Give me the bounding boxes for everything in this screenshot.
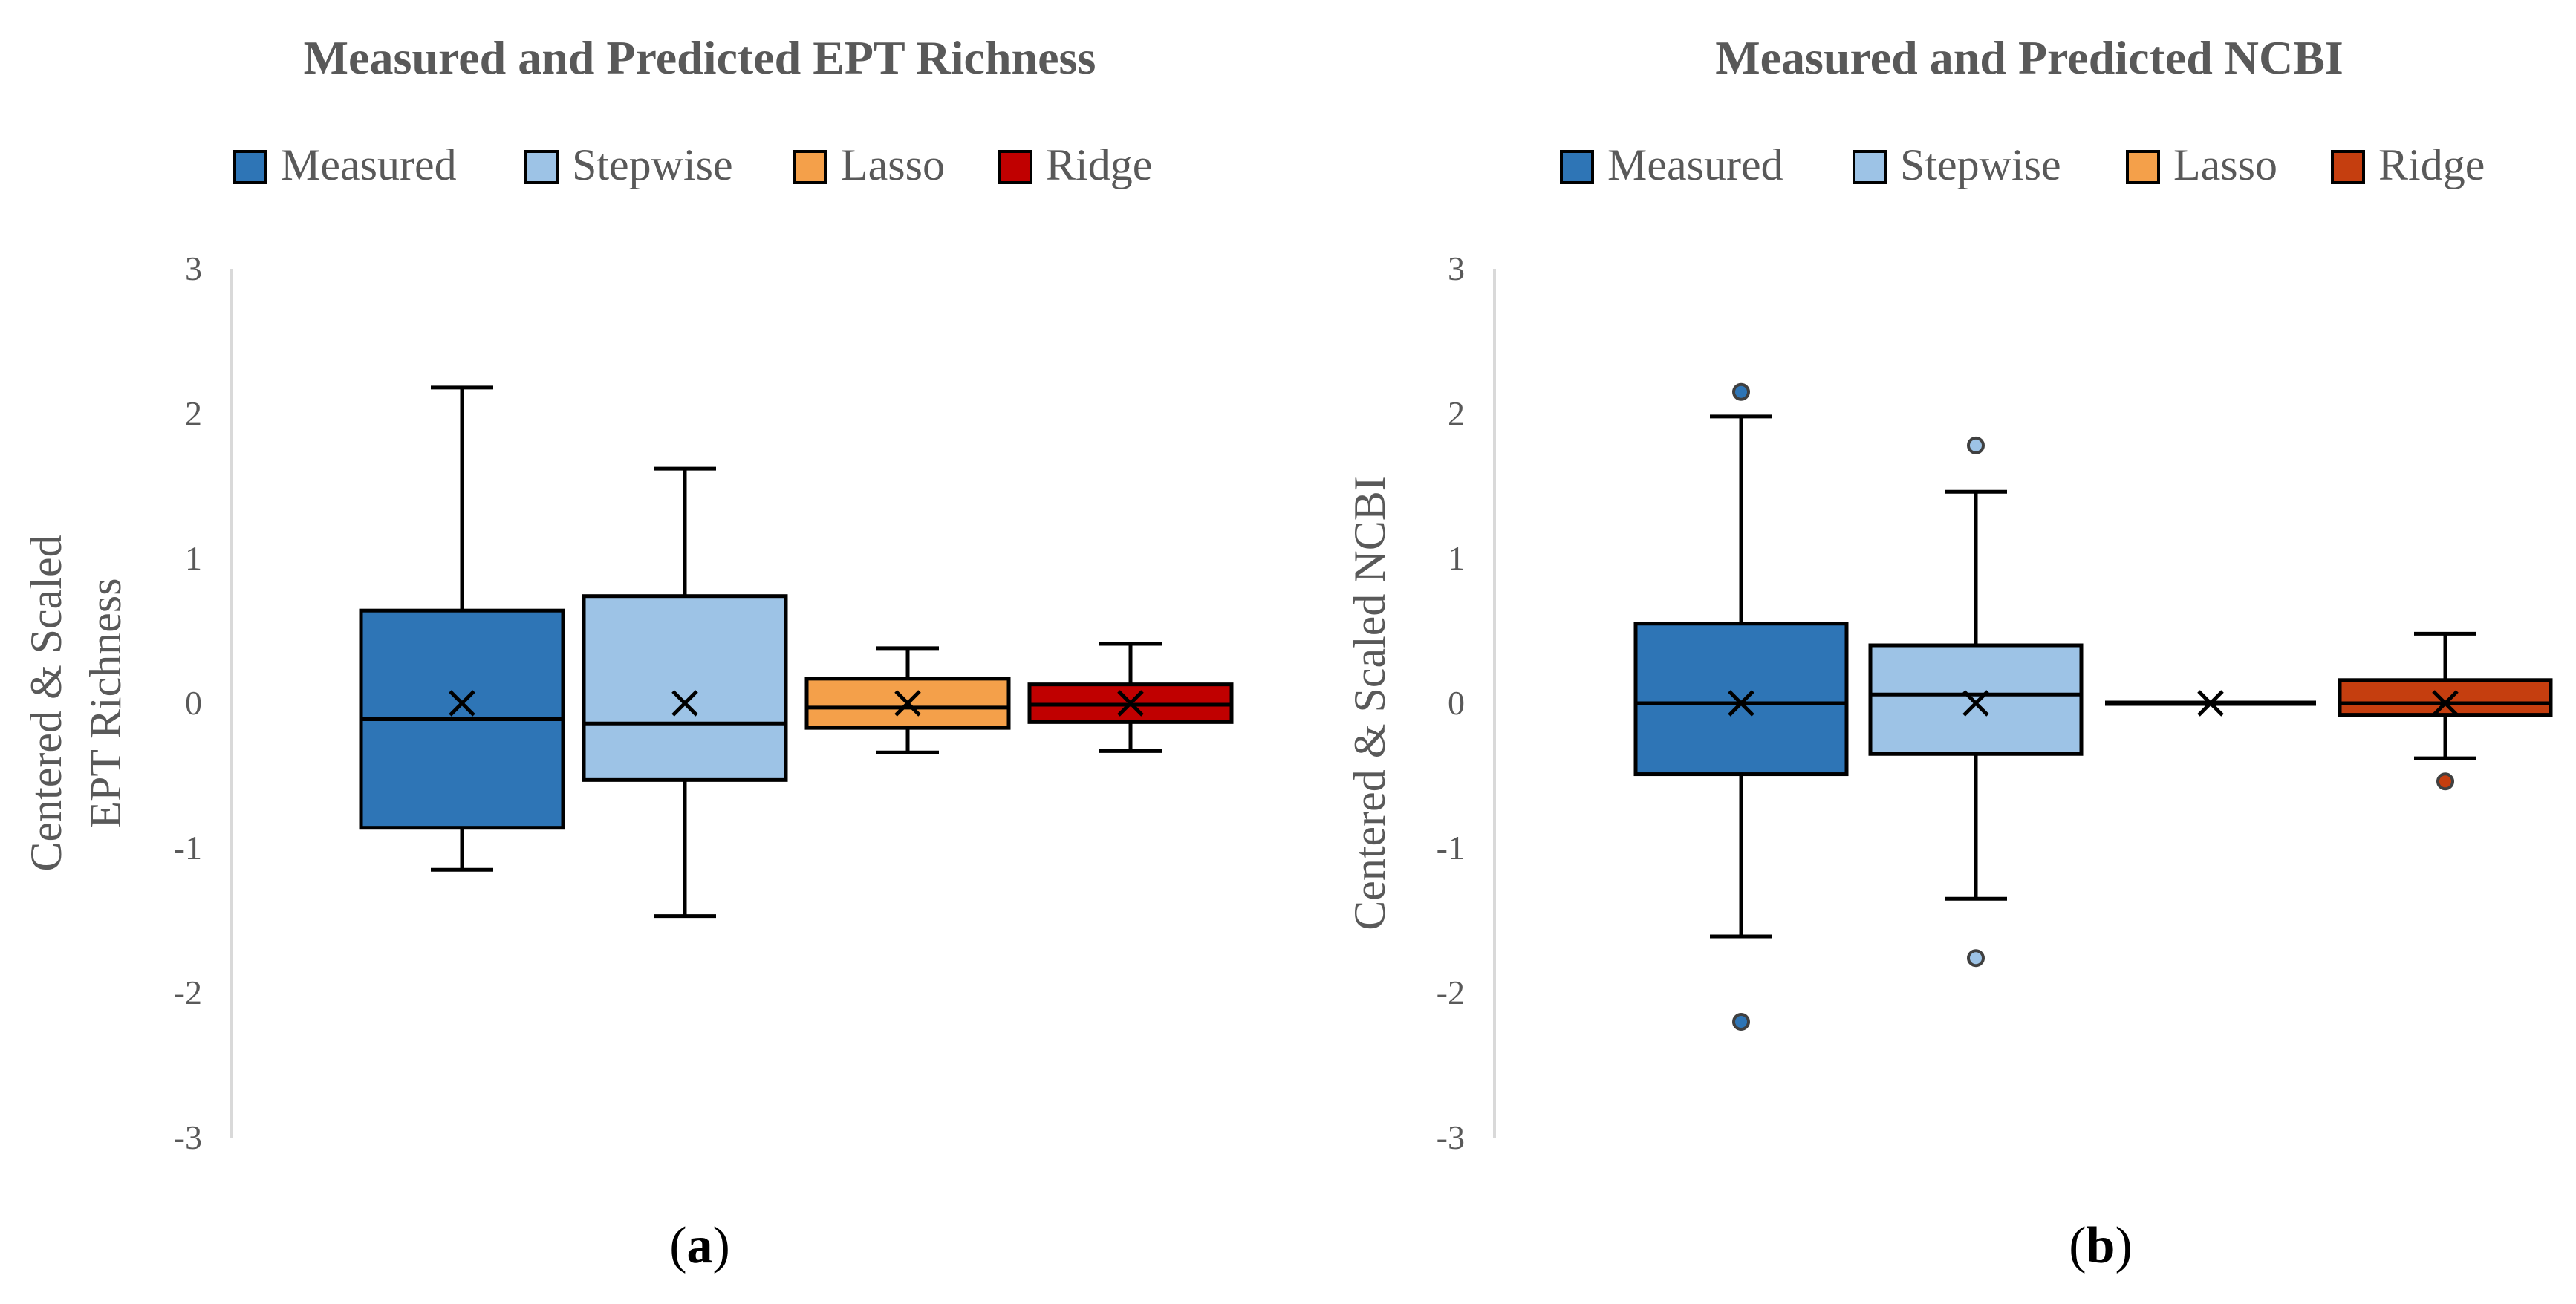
y-tick-label: 3 bbox=[185, 250, 202, 287]
legend-swatch bbox=[793, 150, 827, 184]
y-axis-label-line: EPT Richness bbox=[81, 578, 130, 828]
y-tick-label: 2 bbox=[1448, 394, 1465, 432]
legend-label: Measured bbox=[1607, 140, 1783, 189]
outlier-point bbox=[1967, 949, 1985, 968]
y-tick-label: 1 bbox=[185, 539, 202, 577]
box-iqr bbox=[1868, 643, 2084, 756]
y-tick-label: 3 bbox=[1448, 250, 1465, 287]
legend-label: Ridge bbox=[2378, 140, 2485, 189]
legend-swatch bbox=[2126, 150, 2160, 184]
mean-marker bbox=[449, 690, 475, 717]
y-tick-label: -1 bbox=[1437, 829, 1465, 867]
y-tick-label: -2 bbox=[174, 974, 202, 1011]
legend-item-ridge: Ridge bbox=[998, 140, 1152, 189]
box-lasso bbox=[804, 646, 1011, 754]
legend-label: Lasso bbox=[841, 140, 945, 189]
boxplot-area bbox=[1633, 382, 2553, 1031]
legend-label: Measured bbox=[281, 140, 457, 189]
box-iqr bbox=[1633, 622, 1849, 777]
outlier-point bbox=[1732, 1013, 1750, 1031]
y-tick-label: 0 bbox=[1448, 684, 1465, 722]
legend-item-lasso: Lasso bbox=[793, 140, 945, 189]
outlier-point bbox=[1732, 382, 1750, 401]
legend-swatch bbox=[1560, 150, 1594, 184]
chart-legend: Measured Stepwise Lasso Ridge bbox=[233, 140, 1152, 189]
outlier-point bbox=[1967, 436, 1985, 454]
caption-a: (a) bbox=[669, 1217, 730, 1274]
y-tick-label: -3 bbox=[1437, 1118, 1465, 1156]
legend-label: Ridge bbox=[1046, 140, 1152, 189]
box-measured bbox=[359, 385, 565, 872]
box-measured bbox=[1633, 382, 1849, 1031]
y-axis: 3 2 1 0 -1 -2 -3 bbox=[174, 250, 233, 1156]
y-axis-label-line: Centered & Scaled NCBI bbox=[1345, 476, 1394, 930]
mean-marker bbox=[1728, 690, 1754, 717]
chart-ept-richness: Measured and Predicted EPT Richness Meas… bbox=[22, 31, 1234, 1156]
caption-b: (b) bbox=[2069, 1217, 2133, 1274]
chart-ncbi: Measured and Predicted NCBI Measured Step… bbox=[1345, 31, 2553, 1156]
boxplot-area bbox=[359, 385, 1234, 919]
legend-label: Lasso bbox=[2173, 140, 2277, 189]
y-axis-label-line: Centered & Scaled bbox=[22, 535, 71, 871]
legend-swatch bbox=[1853, 150, 1887, 184]
y-axis-label: Centered & Scaled EPT Richness bbox=[22, 535, 130, 871]
legend-swatch bbox=[233, 150, 267, 184]
box-lasso bbox=[2105, 690, 2316, 717]
mean-marker bbox=[894, 690, 921, 717]
mean-marker bbox=[671, 690, 698, 717]
legend-swatch bbox=[998, 150, 1032, 184]
y-tick-label: 1 bbox=[1448, 539, 1465, 577]
box-stepwise bbox=[582, 466, 788, 919]
legend-label: Stepwise bbox=[572, 140, 733, 189]
box-ridge bbox=[2338, 631, 2553, 791]
legend-swatch bbox=[2331, 150, 2365, 184]
outlier-point bbox=[2436, 772, 2454, 791]
chart-legend: Measured Stepwise Lasso Ridge bbox=[1560, 140, 2485, 189]
mean-marker bbox=[2432, 690, 2459, 717]
chart-title: Measured and Predicted EPT Richness bbox=[304, 31, 1096, 84]
legend-item-ridge: Ridge bbox=[2331, 140, 2485, 189]
y-axis: 3 2 1 0 -1 -2 -3 bbox=[1437, 250, 1496, 1156]
box-iqr bbox=[582, 594, 788, 782]
legend-item-lasso: Lasso bbox=[2126, 140, 2277, 189]
chart-title: Measured and Predicted NCBI bbox=[1715, 31, 2344, 84]
legend-item-measured: Measured bbox=[233, 140, 457, 189]
legend-label: Stepwise bbox=[1900, 140, 2061, 189]
mean-marker bbox=[1962, 690, 1989, 717]
y-axis-label: Centered & Scaled NCBI bbox=[1345, 476, 1394, 930]
y-tick-label: 0 bbox=[185, 684, 202, 722]
y-tick-label: -3 bbox=[174, 1118, 202, 1156]
legend-item-stepwise: Stepwise bbox=[1853, 140, 2061, 189]
box-iqr bbox=[2338, 678, 2553, 717]
y-tick-label: -1 bbox=[174, 829, 202, 867]
mean-marker bbox=[2197, 690, 2224, 717]
legend-item-stepwise: Stepwise bbox=[524, 140, 733, 189]
legend-item-measured: Measured bbox=[1560, 140, 1783, 189]
y-tick-label: 2 bbox=[185, 394, 202, 432]
mean-marker bbox=[1117, 690, 1144, 717]
y-tick-label: -2 bbox=[1437, 974, 1465, 1011]
box-stepwise bbox=[1868, 436, 2084, 968]
box-ridge bbox=[1027, 642, 1234, 753]
legend-swatch bbox=[524, 150, 559, 184]
